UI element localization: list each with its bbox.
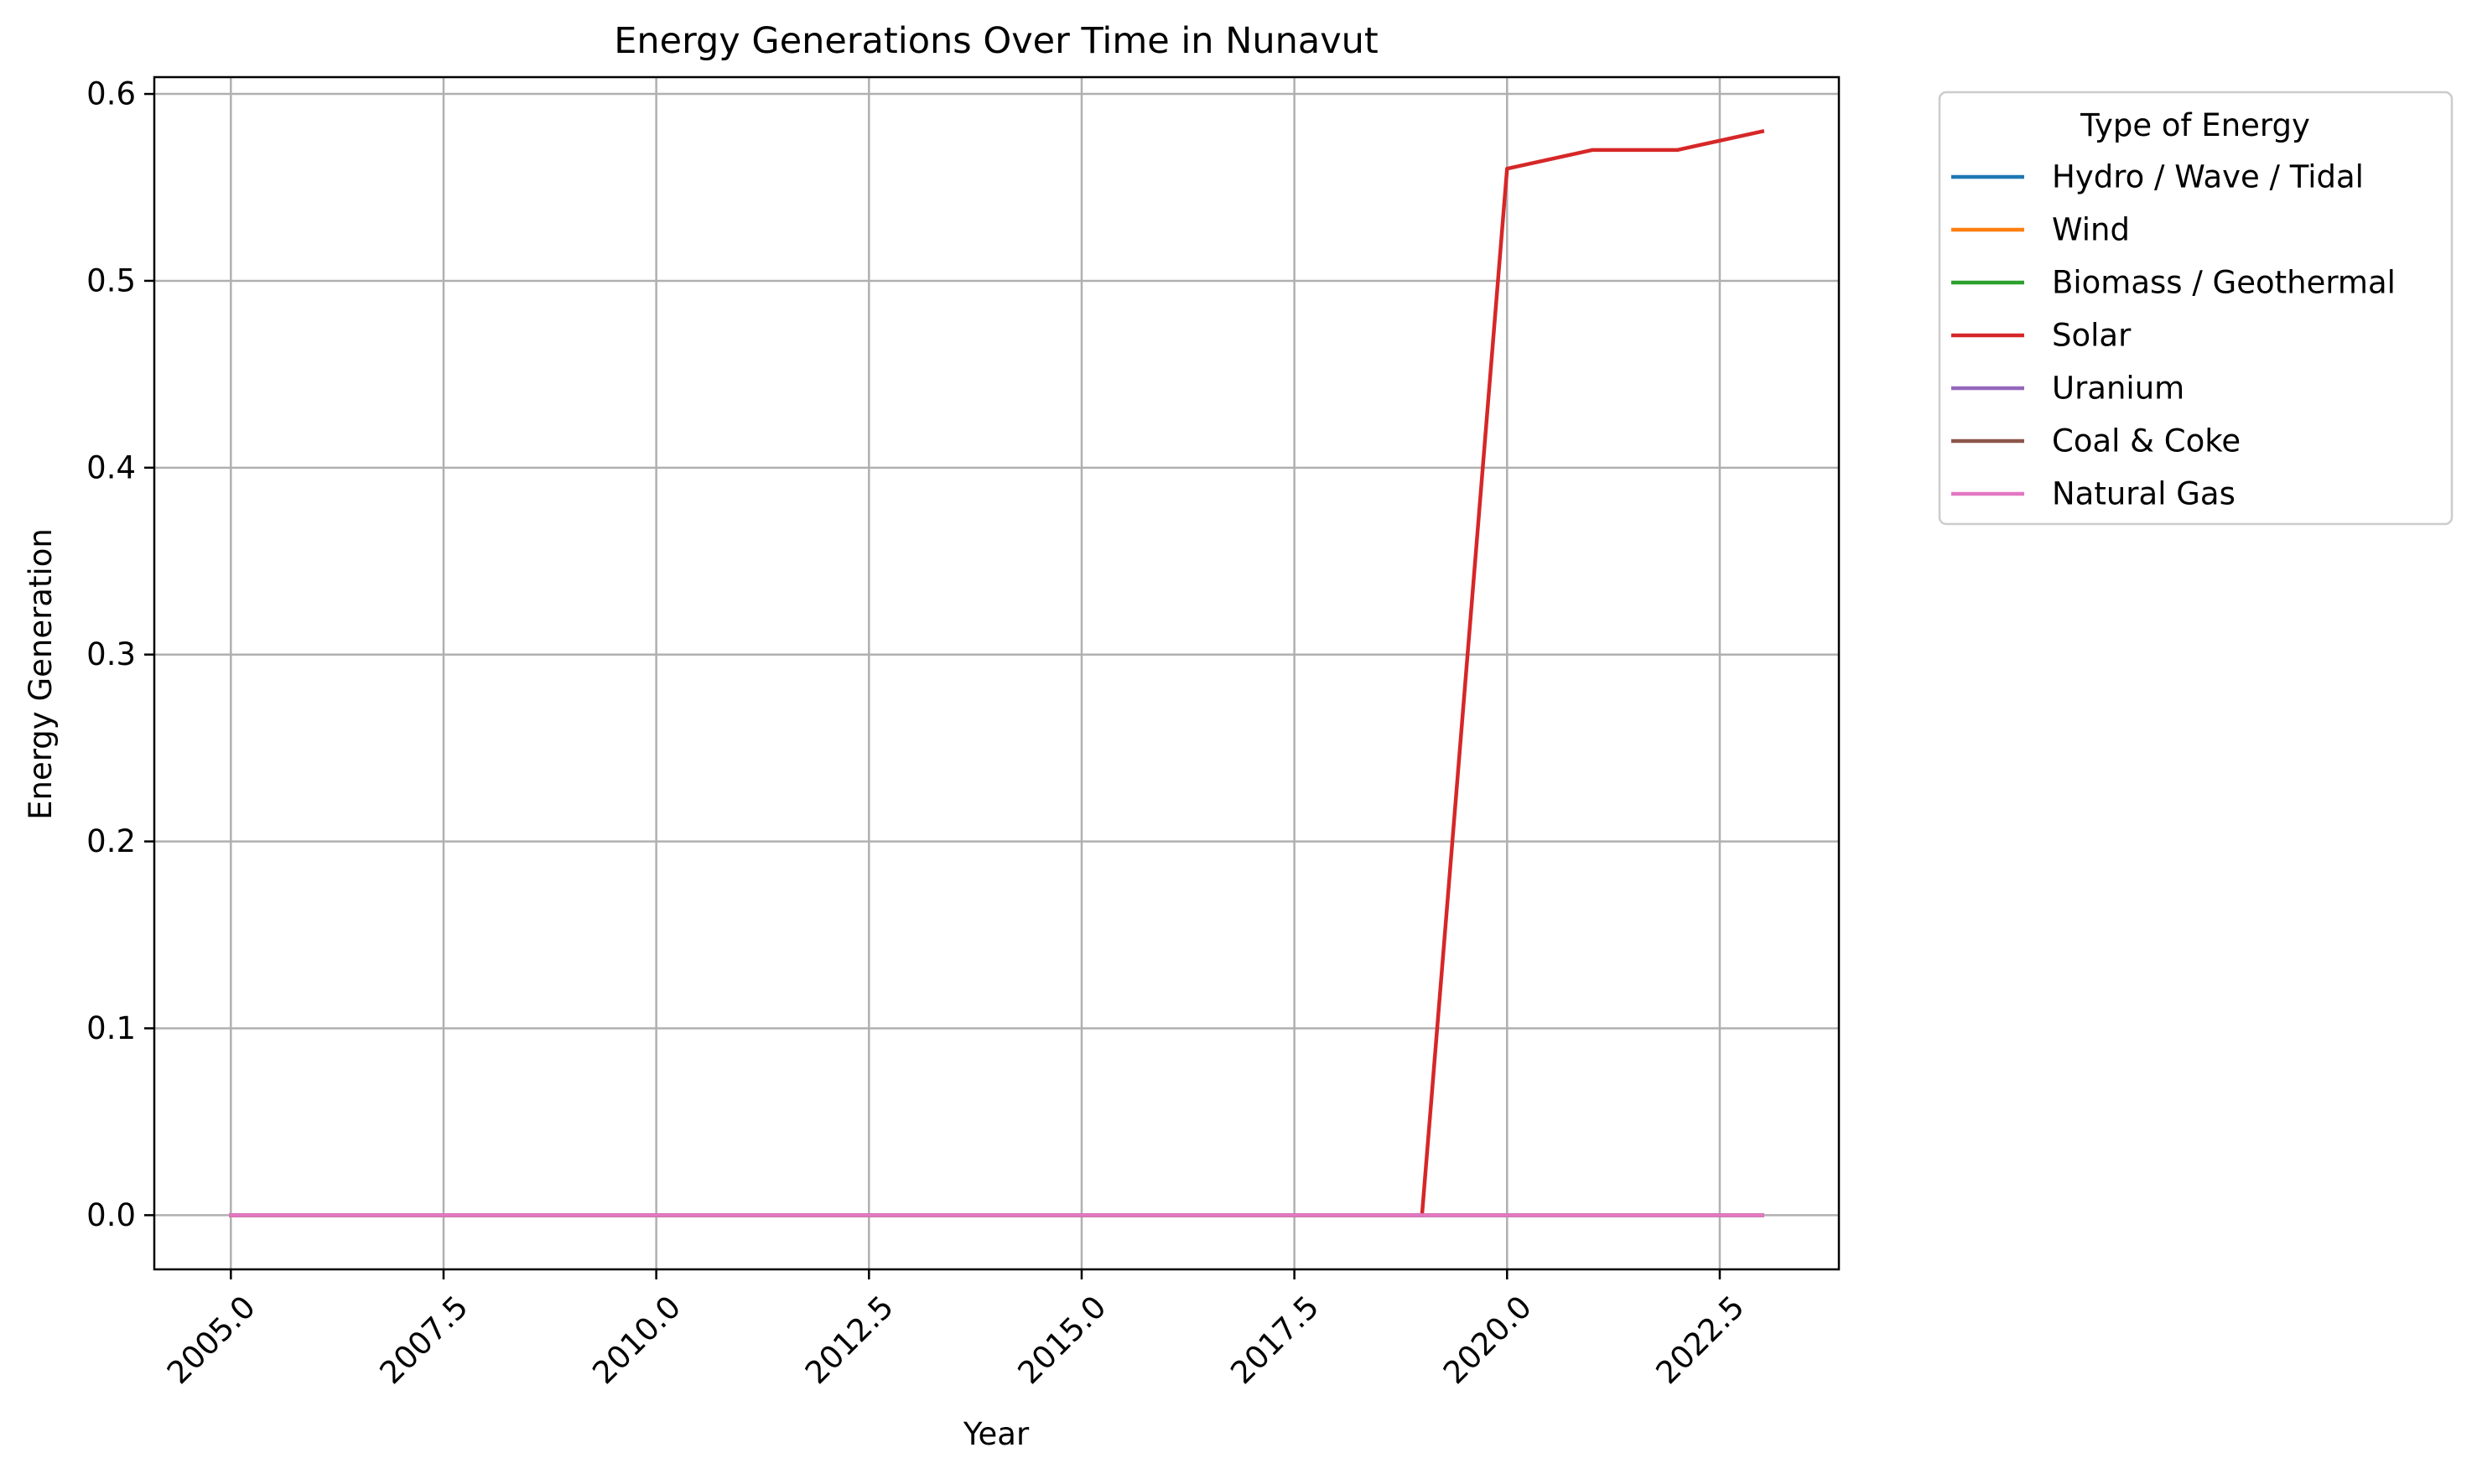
y-tick-label: 0.4 (86, 449, 136, 485)
legend: Type of Energy Hydro / Wave / Tidal Wind B… (1938, 91, 2454, 526)
legend-title: Type of Energy (2080, 107, 2310, 143)
legend-label: Biomass / Geothermal (2052, 265, 2396, 301)
legend-item-biomass-geothermal: Biomass / Geothermal (1951, 265, 2396, 301)
legend-item-coal-coke: Coal & Coke (1951, 423, 2241, 459)
x-axis-label: Year (963, 1416, 1030, 1452)
y-tick-label: 0.1 (86, 1010, 136, 1046)
y-tick-label: 0.0 (86, 1197, 136, 1233)
legend-label: Uranium (2052, 371, 2184, 407)
legend-box (1938, 91, 2454, 526)
axes-frame (153, 75, 1841, 1271)
legend-label: Coal & Coke (2052, 423, 2241, 459)
y-tick-label: 0.2 (86, 823, 136, 859)
y-axis-label: Energy Generation (23, 528, 59, 820)
legend-item-uranium: Uranium (1951, 371, 2184, 407)
legend-item-wind: Wind (1951, 212, 2130, 248)
legend-label: Wind (2052, 212, 2130, 248)
legend-item-hydro-wave-tidal: Hydro / Wave / Tidal (1951, 159, 2364, 195)
legend-items: Hydro / Wave / Tidal Wind Biomass / Geothe… (1951, 159, 2396, 512)
y-tick-label: 0.5 (86, 262, 136, 298)
legend-item-natural-gas: Natural Gas (1951, 476, 2236, 512)
legend-label: Hydro / Wave / Tidal (2052, 159, 2364, 195)
series-lines (229, 128, 1765, 1217)
y-tick-label: 0.3 (86, 636, 136, 672)
legend-label: Natural Gas (2052, 476, 2236, 512)
y-axis-ticks: 0.0 0.1 0.2 0.3 0.4 0.5 0.6 (86, 76, 154, 1233)
legend-item-solar: Solar (1951, 318, 2132, 354)
legend-label: Solar (2052, 318, 2132, 354)
chart-title: Energy Generations Over Time in Nunavut (614, 20, 1379, 62)
y-tick-label: 0.6 (86, 76, 136, 112)
